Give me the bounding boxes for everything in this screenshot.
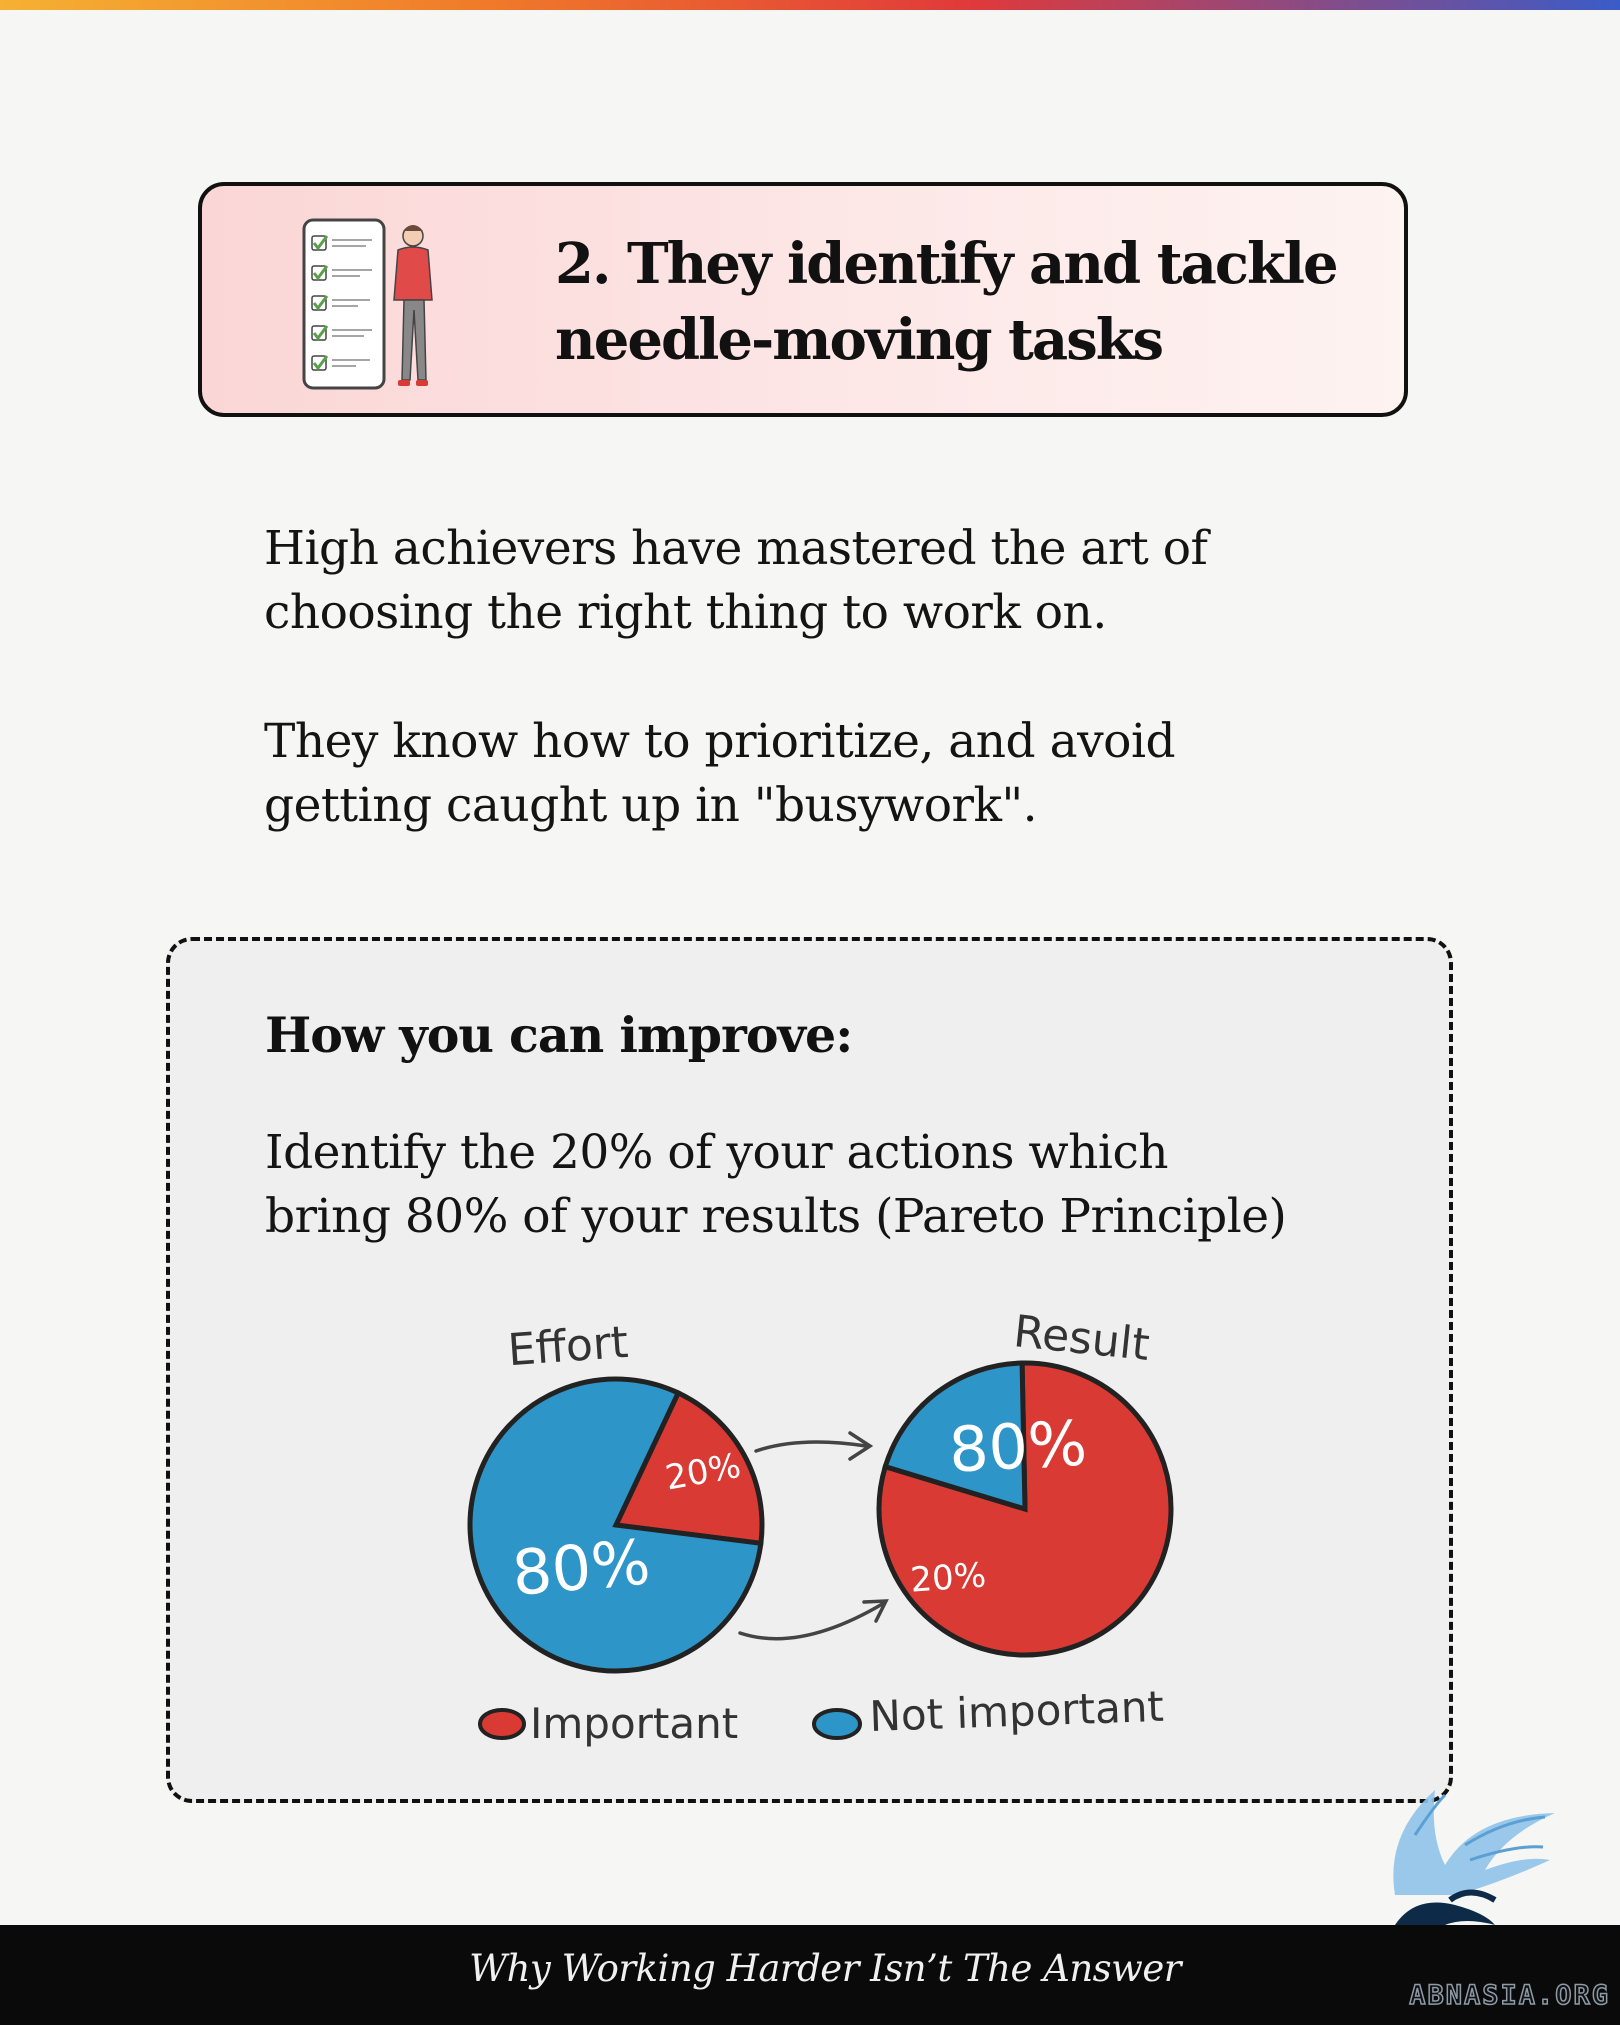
intro-line-2: choosing the right thing to work on. xyxy=(264,585,1107,640)
title-card: 2. They identify and tackle needle-movin… xyxy=(198,182,1408,417)
arrow-not-important xyxy=(738,1599,889,1641)
effort-pie xyxy=(467,1376,765,1674)
legend-important: Important xyxy=(478,1699,738,1748)
prioritize-line-2: getting caught up in "busywork". xyxy=(264,778,1038,833)
checklist-person-icon xyxy=(302,218,433,390)
improve-line-2: bring 80% of your results (Pareto Princi… xyxy=(265,1189,1287,1244)
improve-text: Identify the 20% of your actions which b… xyxy=(265,1121,1415,1249)
footer-bar: Why Working Harder Isn’t The Answer ABNA… xyxy=(0,1925,1620,2025)
improve-line-1: Identify the 20% of your actions which xyxy=(265,1125,1169,1180)
improve-box: How you can improve: Identify the 20% of… xyxy=(166,937,1453,1803)
prioritize-line-1: They know how to prioritize, and avoid xyxy=(264,714,1176,769)
intro-paragraph: High achievers have mastered the art of … xyxy=(264,517,1364,645)
result-label-20: 20% xyxy=(909,1555,987,1600)
result-pie xyxy=(876,1360,1174,1658)
footer-caption: Why Working Harder Isn’t The Answer xyxy=(469,1947,1181,1990)
legend-not-important: Not important xyxy=(812,1682,1165,1741)
top-gradient-bar xyxy=(0,0,1620,10)
legend-swatch-not-important xyxy=(812,1708,862,1740)
footer-brand: ABNASIA.ORG xyxy=(1408,1979,1610,2012)
legend-label-not-important: Not important xyxy=(869,1682,1165,1741)
prioritize-paragraph: They know how to prioritize, and avoid g… xyxy=(264,710,1364,838)
title-line-1: 2. They identify and tackle xyxy=(555,231,1339,297)
effort-slice-not-important xyxy=(467,1376,764,1674)
result-label-80: 80% xyxy=(947,1406,1088,1486)
intro-line-1: High achievers have mastered the art of xyxy=(264,521,1208,576)
page-title: 2. They identify and tackle needle-movin… xyxy=(555,226,1375,378)
effort-pie-title: Effort xyxy=(506,1317,630,1376)
legend-label-important: Important xyxy=(530,1699,738,1748)
legend-swatch-important xyxy=(478,1708,526,1740)
effort-slice-important xyxy=(612,1389,765,1547)
title-line-2: needle-moving tasks xyxy=(555,307,1164,373)
arrow-important xyxy=(754,1431,874,1461)
griffin-logo-icon xyxy=(1393,1790,1555,1925)
pareto-chart: Effort 20% 80% Result 80% 20% Important xyxy=(467,1306,1174,1748)
improve-heading: How you can improve: xyxy=(265,1006,853,1064)
result-slice-not-important xyxy=(882,1360,1028,1513)
effort-label-80: 80% xyxy=(509,1525,653,1610)
